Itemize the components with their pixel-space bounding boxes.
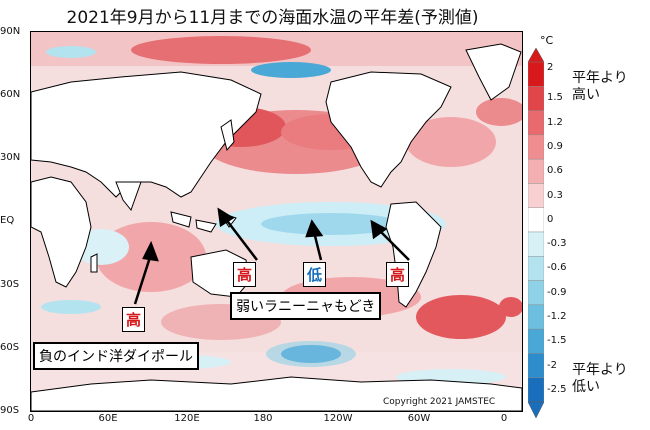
colorbar	[528, 48, 544, 419]
lat-label-60s: 60S	[0, 342, 20, 353]
colorbar-segment	[528, 231, 544, 257]
high-tag-indian-ocean: 高	[122, 307, 146, 332]
colorbar-bottom-arrow	[528, 401, 544, 419]
colorbar-unit: °C	[540, 34, 554, 47]
lat-label-eq: EQ	[0, 215, 15, 226]
colorbar-tick-label: -2.5	[547, 383, 567, 395]
lat-label-90n: 90N	[0, 26, 21, 37]
colorbar-tick-label: -0.9	[547, 286, 567, 298]
colorbar-segment	[528, 304, 544, 330]
lat-label-30s: 30S	[0, 279, 20, 290]
colorbar-tick-label: 0.9	[547, 141, 563, 152]
higher-than-normal-label: 平年より 高い	[572, 70, 628, 103]
colorbar-segment	[528, 134, 544, 160]
lon-label-0-end: 0	[500, 413, 508, 424]
colorbar-tick-label: 0	[547, 213, 554, 225]
colorbar-segment	[528, 377, 544, 403]
lower-than-normal-label: 平年より 低い	[572, 362, 628, 395]
lon-label-120e: 120E	[174, 413, 200, 424]
lon-label-60w: 60W	[407, 413, 431, 424]
colorbar-segment	[528, 158, 544, 184]
colorbar-segment	[528, 256, 544, 281]
lat-label-30n: 30N	[0, 152, 21, 163]
colorbar-tick-label: 1.2	[547, 116, 563, 128]
colorbar-segment	[528, 207, 544, 233]
lon-label-60e: 60E	[98, 413, 118, 424]
colorbar-segment	[528, 280, 544, 306]
low-tag-east-pacific: 低	[303, 262, 327, 287]
colorbar-tick-label: 2	[547, 62, 554, 74]
colorbar-tick-label: 0.3	[547, 189, 563, 201]
lat-label-60n: 60N	[0, 89, 21, 100]
colorbar-segment	[528, 61, 544, 87]
map-title: 2021年9月から11月までの海面水温の平年差(予測値)	[66, 8, 479, 28]
lat-label-90s: 90S	[0, 405, 20, 416]
colorbar-top-arrow	[528, 48, 544, 63]
colorbar-tick-label: -2	[547, 359, 557, 371]
colorbar-segment	[528, 86, 544, 111]
copyright-text: Copyright 2021 JAMSTEC	[383, 397, 496, 407]
colorbar-segment	[528, 328, 544, 354]
colorbar-tick-label: -1.2	[547, 311, 567, 322]
colorbar-tick-label: -0.6	[547, 262, 567, 274]
la-nina-modoki-label: 弱いラニーニャもどき	[230, 292, 382, 320]
colorbar-tick-label: 0.6	[547, 165, 563, 177]
high-tag-central-pacific: 高	[233, 262, 257, 287]
colorbar-segment	[528, 353, 544, 378]
negative-iod-label: 負のインド洋ダイポール	[33, 342, 199, 370]
lon-label-120w: 120W	[323, 413, 353, 424]
colorbar-segment	[528, 110, 544, 136]
lon-label-0: 0	[27, 413, 35, 424]
colorbar-segment	[528, 183, 544, 208]
colorbar-tick-label: 1.5	[547, 92, 563, 104]
lon-label-180: 180	[253, 413, 273, 424]
colorbar-tick-label: -1.5	[547, 335, 567, 347]
colorbar-tick-label: -0.3	[547, 238, 567, 250]
high-tag-south-america: 高	[386, 262, 410, 287]
